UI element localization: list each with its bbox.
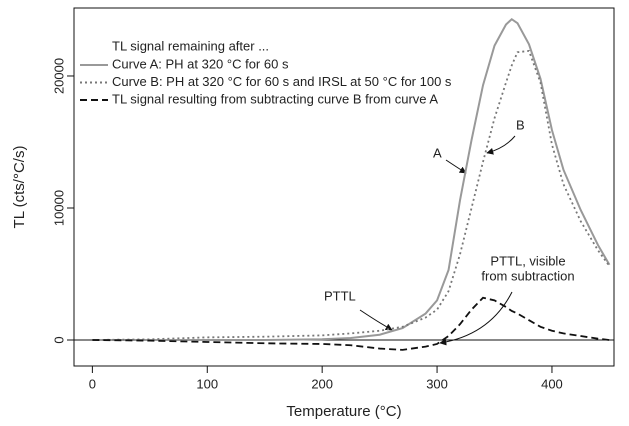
arrow [439, 291, 513, 346]
x-tick-label: 300 [426, 376, 448, 391]
series-line [92, 296, 610, 351]
annotation: PTTL, visible [490, 253, 565, 268]
arrow [486, 135, 516, 155]
annotation: B [516, 117, 525, 132]
legend-label: TL signal resulting from subtracting cur… [112, 91, 438, 106]
arrows [359, 135, 516, 346]
arrow [445, 159, 467, 174]
y-axis-title: TL (cts/°C/s) [11, 146, 28, 229]
arrow [359, 309, 393, 331]
legend-label: Curve B: PH at 320 °C for 60 s and IRSL … [112, 74, 452, 89]
legend-title: TL signal remaining after ... [112, 38, 269, 53]
plot-frame [73, 7, 615, 367]
series-line [92, 17, 611, 341]
x-tick-label: 200 [311, 376, 333, 391]
annotation: from subtraction [481, 268, 574, 283]
y-tick-label: 0 [51, 336, 66, 343]
x-tick-label: 100 [196, 376, 218, 391]
x-tick-label: 400 [541, 376, 563, 391]
y-tick-label: 20000 [51, 58, 66, 94]
x-tick-label: 0 [89, 376, 96, 391]
legend-label: Curve A: PH at 320 °C for 60 s [112, 56, 289, 71]
y-tick-label: 10000 [51, 190, 66, 226]
x-axis-title: Temperature (°C) [286, 403, 401, 420]
annotation: PTTL [324, 288, 356, 303]
annotation: A [433, 145, 442, 160]
